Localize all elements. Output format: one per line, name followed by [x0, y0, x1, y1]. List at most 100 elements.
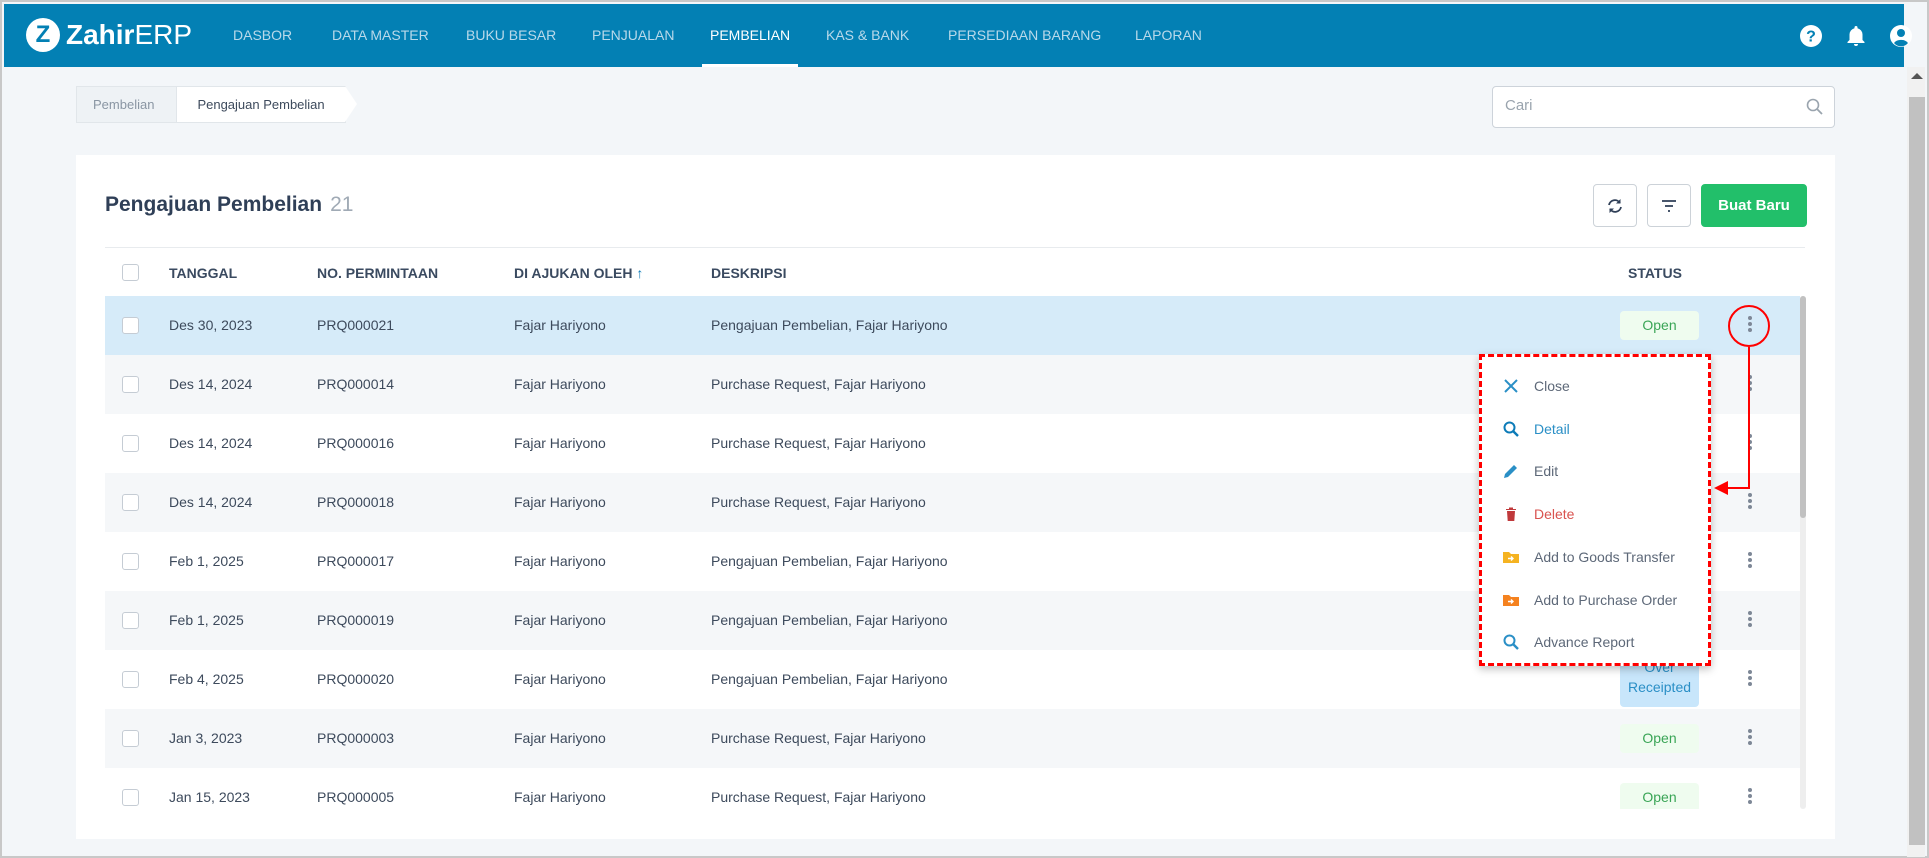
help-icon[interactable]: ?: [1799, 24, 1823, 48]
table-row[interactable]: Feb 1, 2025 PRQ000017 Fajar Hariyono Pen…: [105, 532, 1800, 591]
cell-no-permintaan[interactable]: PRQ000005: [317, 789, 395, 805]
top-navbar: Z ZahirERP DASBOR DATA MASTER BUKU BESAR PE…: [4, 4, 1912, 67]
row-checkbox[interactable]: [122, 435, 139, 452]
cell-di-ajukan-oleh: Fajar Hariyono: [514, 317, 606, 333]
table-row[interactable]: Jan 15, 2023 PRQ000005 Fajar Hariyono Pu…: [105, 768, 1800, 809]
zahir-logo[interactable]: Z ZahirERP: [26, 18, 192, 52]
search-input[interactable]: [1505, 97, 1785, 114]
header-no-permintaan[interactable]: NO. PERMINTAAN: [317, 265, 439, 281]
cell-tanggal: Jan 15, 2023: [169, 789, 250, 805]
folder-arrow-icon: [1503, 551, 1519, 563]
select-all-checkbox[interactable]: [122, 264, 139, 281]
menu-item-advance-report[interactable]: Advance Report: [1502, 630, 1634, 654]
cell-no-permintaan[interactable]: PRQ000018: [317, 494, 395, 510]
header-deskripsi[interactable]: DESKRIPSI: [711, 265, 787, 281]
row-checkbox[interactable]: [122, 612, 139, 629]
menu-item-label: Edit: [1534, 463, 1559, 480]
cell-no-permintaan[interactable]: PRQ000017: [317, 553, 395, 569]
cell-tanggal: Des 14, 2024: [169, 435, 253, 451]
table-row[interactable]: Des 30, 2023 PRQ000021 Fajar Hariyono Pe…: [105, 296, 1800, 355]
nav-item-pembelian[interactable]: PEMBELIAN: [701, 4, 799, 67]
cell-tanggal: Feb 1, 2025: [169, 553, 244, 569]
cell-di-ajukan-oleh: Fajar Hariyono: [514, 435, 606, 451]
row-context-menu: Close Detail Edit Delete Add to Goods Transf…: [1479, 354, 1711, 666]
pencil-icon: [1504, 465, 1517, 479]
menu-item-edit[interactable]: Edit: [1502, 459, 1558, 483]
menu-item-label: Add to Goods Transfer: [1534, 548, 1675, 565]
menu-item-add-to-goods-transfer[interactable]: Add to Goods Transfer: [1502, 545, 1675, 569]
nav-item-dasbor[interactable]: DASBOR: [233, 27, 293, 43]
cell-deskripsi: Pengajuan Pembelian, Fajar Hariyono: [711, 612, 948, 628]
row-actions-kebab-icon[interactable]: [1745, 727, 1755, 749]
cell-deskripsi: Pengajuan Pembelian, Fajar Hariyono: [711, 553, 948, 569]
record-count: 21: [330, 193, 354, 216]
nav-item-penjualan[interactable]: PENJUALAN: [592, 27, 675, 43]
row-checkbox[interactable]: [122, 671, 139, 688]
nav-item-persediaan-barang[interactable]: PERSEDIAAN BARANG: [948, 27, 1102, 43]
row-actions-kebab-icon[interactable]: [1745, 550, 1755, 572]
breadcrumb-pembelian[interactable]: Pembelian: [76, 86, 178, 123]
header-di-ajukan-oleh[interactable]: DI AJUKAN OLEH ↑: [514, 265, 643, 281]
header-status[interactable]: STATUS: [1628, 265, 1682, 281]
cell-no-permintaan[interactable]: PRQ000003: [317, 730, 395, 746]
menu-item-close[interactable]: Close: [1502, 374, 1570, 398]
cell-no-permintaan[interactable]: PRQ000021: [317, 317, 395, 333]
svg-text:?: ?: [1806, 29, 1816, 46]
cell-deskripsi: Pengajuan Pembelian, Fajar Hariyono: [711, 317, 948, 333]
row-checkbox[interactable]: [122, 789, 139, 806]
breadcrumb-current: Pengajuan Pembelian: [177, 86, 357, 123]
row-actions-kebab-icon[interactable]: [1745, 491, 1755, 513]
cell-no-permintaan[interactable]: PRQ000019: [317, 612, 395, 628]
row-checkbox[interactable]: [122, 730, 139, 747]
table-scrollbar[interactable]: [1800, 296, 1806, 809]
logo-brand: Zahir: [66, 19, 135, 50]
create-new-button[interactable]: Buat Baru: [1701, 184, 1807, 227]
cell-tanggal: Feb 1, 2025: [169, 612, 244, 628]
refresh-icon: [1608, 198, 1622, 213]
header-tanggal[interactable]: TANGGAL: [169, 265, 238, 281]
row-actions-kebab-icon[interactable]: [1745, 609, 1755, 631]
nav-item-buku-besar[interactable]: BUKU BESAR: [466, 27, 557, 43]
cell-no-permintaan[interactable]: PRQ000016: [317, 435, 395, 451]
filter-icon: [1662, 199, 1676, 212]
row-checkbox[interactable]: [122, 317, 139, 334]
menu-item-label: Close: [1534, 378, 1570, 394]
menu-item-label: Delete: [1534, 506, 1575, 523]
user-icon[interactable]: [1889, 24, 1913, 48]
menu-item-add-to-purchase-order[interactable]: Add to Purchase Order: [1502, 588, 1677, 612]
refresh-button[interactable]: [1593, 184, 1637, 227]
cell-tanggal: Feb 4, 2025: [169, 671, 244, 687]
logo-erp: ERP: [134, 19, 193, 50]
bell-icon[interactable]: [1844, 24, 1868, 48]
filter-button[interactable]: [1647, 184, 1691, 227]
table-scrollbar-thumb[interactable]: [1800, 296, 1806, 518]
search-icon[interactable]: [1806, 98, 1824, 116]
logo-text: ZahirERP: [66, 19, 192, 51]
cell-tanggal: Des 30, 2023: [169, 317, 253, 333]
cell-tanggal: Jan 3, 2023: [169, 730, 243, 746]
scroll-up-arrow-icon[interactable]: [1911, 73, 1923, 79]
search-icon: [1503, 634, 1519, 651]
nav-item-laporan[interactable]: LAPORAN: [1135, 27, 1202, 43]
cell-no-permintaan[interactable]: PRQ000014: [317, 376, 395, 392]
table-row[interactable]: Jan 3, 2023 PRQ000003 Fajar Hariyono Pur…: [105, 709, 1800, 768]
menu-item-delete[interactable]: Delete: [1502, 502, 1574, 526]
cell-di-ajukan-oleh: Fajar Hariyono: [514, 730, 606, 746]
header-oleh-text: DI AJUKAN OLEH: [514, 265, 633, 281]
menu-item-label: Detail: [1534, 420, 1570, 437]
table-row[interactable]: Des 14, 2024 PRQ000016 Fajar Hariyono Pu…: [105, 414, 1800, 473]
page-scrollbar-thumb[interactable]: [1909, 97, 1925, 845]
cell-deskripsi: Purchase Request, Fajar Hariyono: [711, 789, 926, 805]
menu-item-detail[interactable]: Detail: [1502, 417, 1570, 441]
status-badge: Open: [1620, 724, 1699, 753]
row-checkbox[interactable]: [122, 494, 139, 511]
page-scrollbar[interactable]: [1907, 67, 1925, 857]
row-checkbox[interactable]: [122, 553, 139, 570]
row-actions-kebab-icon[interactable]: [1745, 668, 1755, 690]
nav-item-kas-bank[interactable]: KAS & BANK: [826, 27, 910, 43]
cell-deskripsi: Purchase Request, Fajar Hariyono: [711, 494, 926, 510]
nav-item-data-master[interactable]: DATA MASTER: [332, 27, 429, 43]
row-actions-kebab-icon[interactable]: [1745, 786, 1755, 808]
cell-no-permintaan[interactable]: PRQ000020: [317, 671, 395, 687]
row-checkbox[interactable]: [122, 376, 139, 393]
